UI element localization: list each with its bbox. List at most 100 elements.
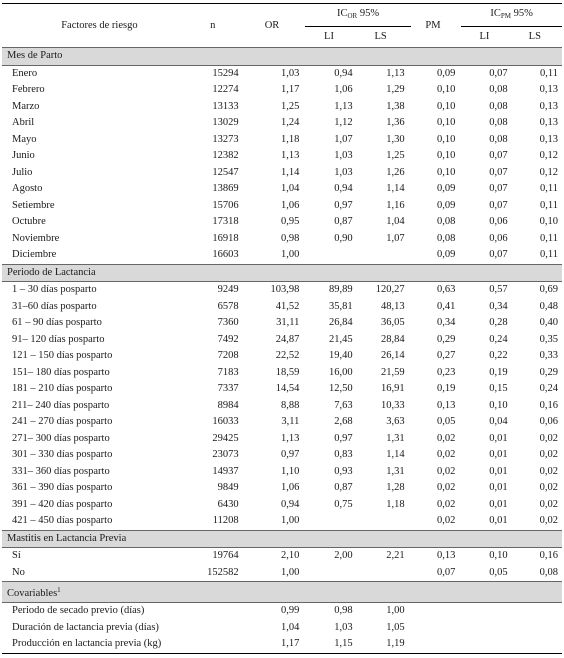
cell-or: 0,94 — [281, 498, 300, 510]
cell-or-ls: 26,14 — [381, 350, 405, 362]
cell-or-li: 1,03 — [334, 150, 353, 162]
table-row: 211– 240 días posparto 8984 8,88 7,63 10,33 0… — [2, 398, 562, 415]
cell-pm: 0,09 — [436, 67, 456, 79]
cell-or-li: 0,93 — [334, 465, 353, 477]
cell-or: 1,10 — [281, 465, 300, 477]
cell-or-li: 0,94 — [334, 67, 353, 79]
cell-or-ls: 1,28 — [386, 482, 405, 494]
cell-pm-li: 0,01 — [489, 498, 508, 510]
cell-pm-ls: 0,24 — [539, 383, 558, 395]
table-row: 421 – 450 días posparto 11208 1,00 0,02 0,01… — [2, 513, 562, 530]
cell-pm-ls — [512, 636, 562, 653]
cell-n: 17318 — [212, 216, 239, 228]
cell-n — [187, 620, 245, 637]
cell-or: 0,95 — [281, 216, 300, 228]
section-title: Mastitis en Lactancia Previa — [2, 529, 562, 548]
cell-or-ls: 48,13 — [381, 300, 405, 312]
header-or-ls: LS — [374, 31, 387, 42]
cell-pm-ls: 0,29 — [539, 366, 558, 378]
cell-pm-li: 0,15 — [489, 383, 508, 395]
cell-pm-li: 0,01 — [489, 465, 508, 477]
cell-n: 12382 — [212, 150, 239, 162]
cell-or: 1,24 — [281, 117, 300, 129]
cell-or: 0,99 — [281, 605, 300, 617]
section-header-row: Covariables1 — [2, 581, 562, 603]
cell-n: 23073 — [212, 449, 239, 461]
cell-or-ls: 120,27 — [375, 284, 405, 296]
cell-pm-li — [461, 620, 511, 637]
cell-pm-li: 0,05 — [489, 566, 508, 578]
cell-or: 1,17 — [281, 638, 300, 650]
header-pm-li: LI — [479, 31, 490, 42]
cell-factor: 31–60 días posparto — [12, 300, 97, 312]
table-row: Octubre 17318 0,95 0,87 1,04 0,08 0,06 0,10 — [2, 214, 562, 231]
cell-factor: Mayo — [12, 133, 37, 145]
cell-factor: Noviembre — [12, 232, 60, 244]
cell-pm-li: 0,07 — [489, 183, 508, 195]
cell-pm: 0,19 — [436, 383, 456, 395]
cell-pm: 0,10 — [436, 133, 456, 145]
section-title: Mes de Parto — [2, 47, 562, 66]
cell-pm-li: 0,08 — [489, 133, 508, 145]
cell-pm-ls: 0,40 — [539, 317, 558, 329]
cell-n: 7183 — [217, 366, 239, 378]
header-pm-ls: LS — [528, 31, 541, 42]
cell-pm: 0,63 — [436, 284, 456, 296]
cell-or: 1,00 — [281, 249, 300, 261]
cell-pm-li: 0,07 — [489, 67, 508, 79]
cell-or-li: 1,03 — [334, 621, 353, 633]
header-ic-or-suffix: 95% — [357, 8, 380, 19]
table-row: 301 – 330 días posparto 23073 0,97 0,83 1,14… — [2, 447, 562, 464]
cell-or-li: 0,75 — [334, 498, 353, 510]
cell-n: 12274 — [212, 84, 239, 96]
table-row: 151– 180 días posparto 7183 18,59 16,00 21,5… — [2, 365, 562, 382]
cell-pm-ls: 0,13 — [539, 100, 558, 112]
cell-or-ls: 1,05 — [386, 621, 405, 633]
cell-or-li: 1,03 — [334, 166, 353, 178]
cell-pm-li: 0,34 — [489, 300, 508, 312]
section-title-text: Mes de Parto — [7, 50, 63, 62]
cell-pm-li: 0,07 — [489, 199, 508, 211]
cell-pm: 0,09 — [436, 199, 456, 211]
cell-factor: Periodo de secado previo (días) — [12, 605, 145, 617]
cell-n: 13029 — [212, 117, 239, 129]
cell-factor: 151– 180 días posparto — [12, 366, 110, 378]
cell-pm-ls — [512, 620, 562, 637]
cell-pm: 0,02 — [436, 432, 456, 444]
cell-factor: 181 – 210 días posparto — [12, 383, 113, 395]
cell-pm-ls: 0,02 — [539, 515, 558, 527]
cell-or-li: 1,07 — [334, 133, 353, 145]
cell-n: 15706 — [212, 199, 239, 211]
table-row: 271– 300 días posparto 29425 1,13 0,97 1,31 0… — [2, 431, 562, 448]
cell-or: 1,13 — [281, 150, 300, 162]
cell-or: 0,97 — [281, 449, 300, 461]
cell-n: 16033 — [212, 416, 239, 428]
table-row: Duración de lactancia previa (días) 1,04 1… — [2, 620, 562, 637]
cell-or-li: 1,12 — [334, 117, 353, 129]
cell-pm-li: 0,01 — [489, 515, 508, 527]
cell-or-li: 0,97 — [334, 432, 353, 444]
cell-pm-ls: 0,35 — [539, 333, 558, 345]
cell-pm-ls: 0,48 — [539, 300, 558, 312]
cell-pm-li: 0,07 — [489, 249, 508, 261]
table-row: 181 – 210 días posparto 7337 14,54 12,50 16,… — [2, 381, 562, 398]
header-ic-or-prefix: IC — [336, 8, 348, 19]
cell-factor: 211– 240 días posparto — [12, 399, 110, 411]
cell-pm-li: 0,19 — [489, 366, 508, 378]
cell-pm-li: 0,28 — [489, 317, 508, 329]
cell-factor: Agosto — [12, 183, 43, 195]
cell-pm: 0,13 — [436, 550, 456, 562]
cell-or-ls: 1,00 — [386, 605, 405, 617]
cell-factor: Duración de lactancia previa (días) — [12, 621, 159, 633]
table-row: 241 – 270 días posparto 16033 3,11 2,68 3,63… — [2, 414, 562, 431]
cell-pm-li: 0,08 — [489, 84, 508, 96]
header-factor: Factores de riesgo — [61, 19, 138, 31]
cell-or: 1,14 — [281, 166, 300, 178]
section-header-row: Mes de Parto — [2, 47, 562, 66]
cell-factor: Producción en lactancia previa (kg) — [12, 638, 162, 650]
section-header-row: Mastitis en Lactancia Previa — [2, 529, 562, 548]
cell-pm: 0,09 — [436, 183, 456, 195]
table-row: Junio 12382 1,13 1,03 1,25 0,10 0,07 0,12 — [2, 148, 562, 165]
cell-or-li: 0,87 — [334, 482, 353, 494]
cell-factor: 91– 120 días posparto — [12, 333, 105, 345]
